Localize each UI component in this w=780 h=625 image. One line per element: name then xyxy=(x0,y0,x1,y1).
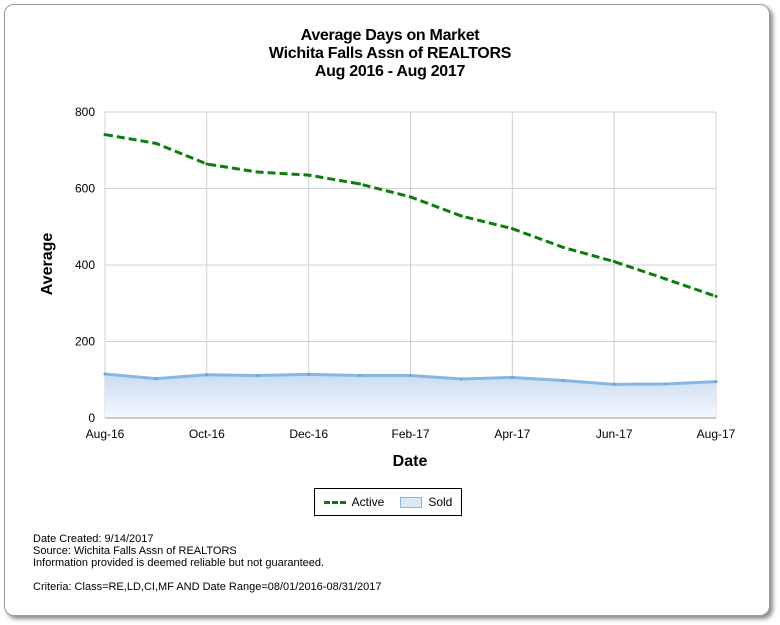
active-data-point xyxy=(358,182,362,186)
chart-legend: Active Sold xyxy=(314,488,462,516)
active-data-point xyxy=(103,133,107,137)
x-tick-label: Feb-17 xyxy=(391,427,429,441)
footer-disclaimer: Information provided is deemed reliable … xyxy=(33,557,325,569)
sold-area-fill xyxy=(105,374,716,418)
active-data-point xyxy=(561,245,565,249)
y-tick-label: 800 xyxy=(75,105,95,119)
x-axis-label: Date xyxy=(393,453,428,470)
sold-data-point xyxy=(358,374,362,378)
sold-data-point xyxy=(256,374,260,378)
y-axis-label: Average xyxy=(39,233,56,296)
active-data-point xyxy=(714,294,718,298)
x-tick-label: Aug-16 xyxy=(86,427,125,441)
legend-label-sold: Sold xyxy=(428,495,453,509)
legend-swatch-active xyxy=(323,500,346,504)
y-tick-label: 0 xyxy=(88,411,95,425)
sold-data-point xyxy=(714,380,718,384)
sold-data-point xyxy=(103,372,107,376)
active-data-point xyxy=(256,170,260,174)
active-data-point xyxy=(409,195,412,199)
sold-data-point xyxy=(561,379,565,383)
chart-footer: Date Created: 9/14/2017 Source: Wichita … xyxy=(33,533,382,593)
x-tick-label: Aug-17 xyxy=(697,427,736,441)
x-tick-label: Apr-17 xyxy=(494,427,530,441)
chart-title-line-3: Aug 2016 - Aug 2017 xyxy=(314,63,466,80)
footer-criteria: Criteria: Class=RE,LD,CI,MF AND Date Ran… xyxy=(33,581,382,593)
active-data-point xyxy=(307,173,311,177)
legend-item-active: Active xyxy=(323,495,385,509)
sold-data-point xyxy=(205,373,209,377)
legend-label-active: Active xyxy=(351,495,385,509)
y-tick-label: 200 xyxy=(75,335,95,349)
y-tick-label: 400 xyxy=(75,258,95,272)
x-tick-label: Jun-17 xyxy=(596,427,633,441)
sold-data-point xyxy=(459,377,463,381)
chart-title-line-2: Wichita Falls Assn of REALTORS xyxy=(268,45,512,62)
active-data-point xyxy=(205,162,209,166)
footer-date-created: Date Created: 9/14/2017 xyxy=(33,533,154,545)
active-data-point xyxy=(154,141,158,145)
sold-data-point xyxy=(612,382,616,386)
sold-data-point xyxy=(307,372,311,376)
x-tick-label: Oct-16 xyxy=(189,427,225,441)
chart-title-line-1: Average Days on Market xyxy=(300,27,480,44)
x-tick-label: Dec-16 xyxy=(289,427,328,441)
sold-data-point xyxy=(510,375,514,379)
active-data-point xyxy=(510,227,514,231)
sold-data-point xyxy=(663,382,667,386)
legend-item-sold: Sold xyxy=(400,495,452,509)
footer-source: Source: Wichita Falls Assn of REALTORS xyxy=(33,545,237,557)
sold-data-point xyxy=(154,377,158,381)
y-tick-label: 600 xyxy=(75,182,95,196)
chart-title: Average Days on Market Wichita Falls Ass… xyxy=(0,27,780,81)
sold-data-point xyxy=(409,374,412,378)
active-data-point xyxy=(612,260,616,264)
active-data-point xyxy=(663,277,667,281)
active-data-point xyxy=(459,214,463,218)
legend-swatch-sold xyxy=(400,496,423,508)
